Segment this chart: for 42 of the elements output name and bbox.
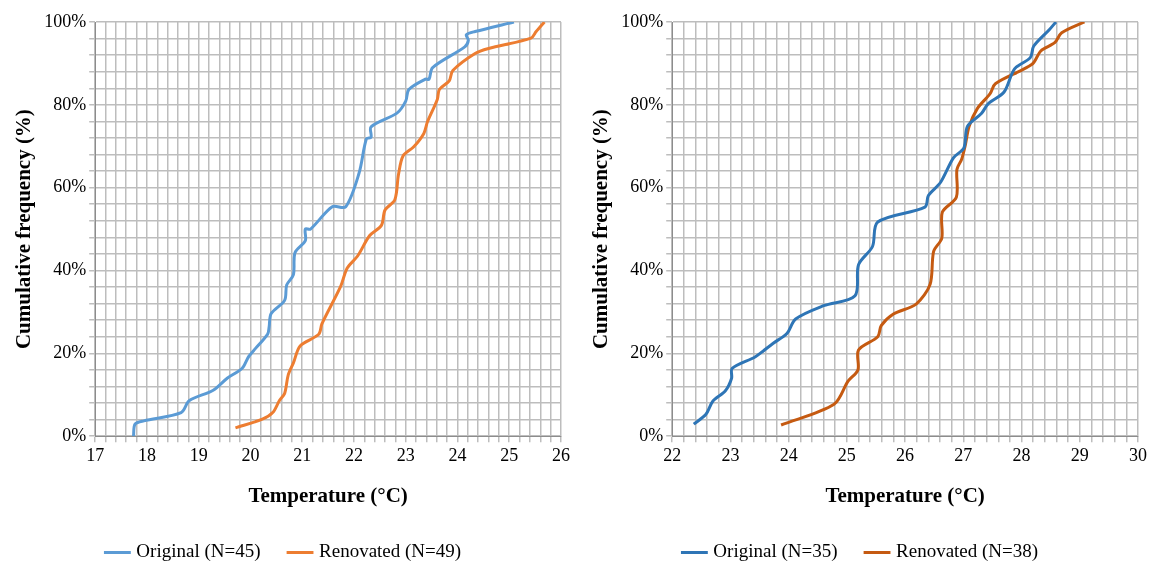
x-tick-label: 17 xyxy=(86,444,105,465)
x-tick-label: 30 xyxy=(1129,444,1147,465)
y-tick-label: 80% xyxy=(53,93,87,114)
x-tick-label: 24 xyxy=(448,444,467,465)
x-tick-label: 25 xyxy=(837,444,856,465)
y-tick-label: 40% xyxy=(630,259,664,280)
legend-label: Original (N=45) xyxy=(136,540,261,563)
legend-label: Original (N=35) xyxy=(713,540,838,563)
x-tick-label: 29 xyxy=(1070,444,1089,465)
y-axis-title: Cumulative frequency (%) xyxy=(11,109,36,350)
y-axis-title: Cumulative frequency (%) xyxy=(588,109,613,350)
x-tick-label: 18 xyxy=(137,444,156,465)
line-series xyxy=(692,22,1058,426)
x-tick-label: 23 xyxy=(721,444,740,465)
y-tick-label: 0% xyxy=(62,424,87,445)
legend-label: Renovated (N=38) xyxy=(896,540,1039,563)
x-tick-label: 23 xyxy=(396,444,415,465)
line-series xyxy=(779,22,1086,427)
x-tick-label: 26 xyxy=(552,444,570,465)
x-axis-title: Temperature (°C) xyxy=(825,482,985,507)
line-series xyxy=(233,22,546,430)
y-tick-label: 0% xyxy=(639,424,664,445)
y-tick-label: 100% xyxy=(44,10,87,31)
legend-label: Renovated (N=49) xyxy=(319,540,462,563)
y-tick-label: 20% xyxy=(630,342,664,363)
x-tick-label: 28 xyxy=(1012,444,1031,465)
x-tick-label: 22 xyxy=(663,444,682,465)
y-tick-label: 80% xyxy=(630,93,664,114)
y-tick-label: 40% xyxy=(53,259,87,280)
y-tick-label: 20% xyxy=(53,342,87,363)
y-tick-label: 60% xyxy=(630,176,664,197)
y-tick-label: 60% xyxy=(53,176,87,197)
x-tick-label: 22 xyxy=(344,444,363,465)
x-tick-label: 21 xyxy=(293,444,312,465)
x-tick-label: 24 xyxy=(779,444,798,465)
x-tick-label: 26 xyxy=(896,444,915,465)
x-tick-label: 20 xyxy=(241,444,260,465)
x-tick-label: 19 xyxy=(189,444,208,465)
x-tick-label: 25 xyxy=(500,444,519,465)
x-tick-label: 27 xyxy=(954,444,973,465)
x-axis-title: Temperature (°C) xyxy=(248,482,408,507)
y-tick-label: 100% xyxy=(621,10,664,31)
